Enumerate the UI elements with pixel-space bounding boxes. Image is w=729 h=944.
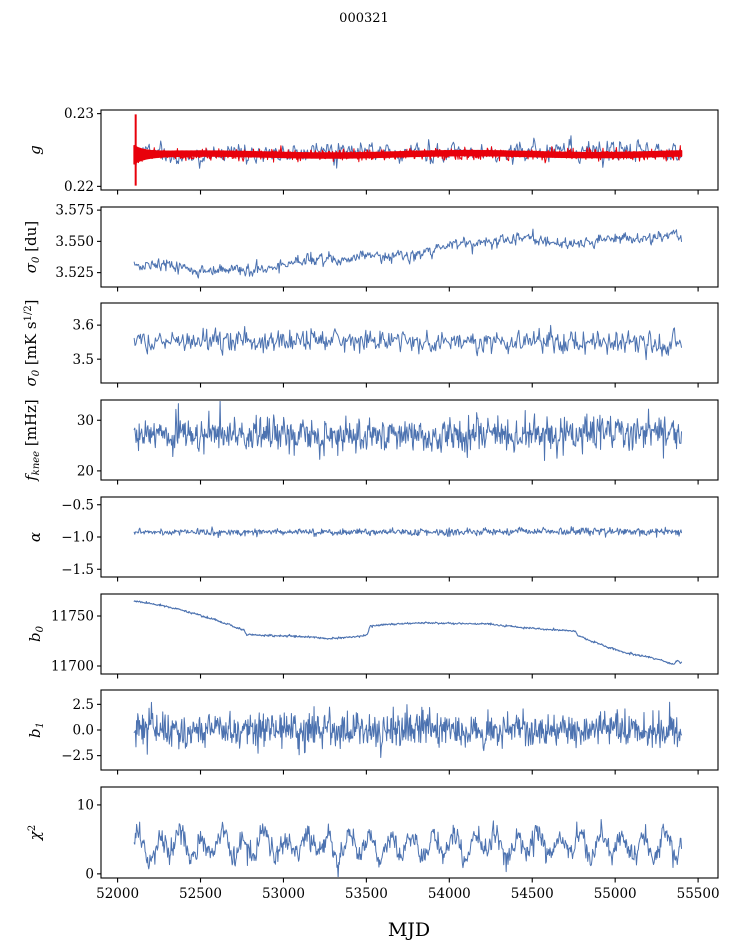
- panel-8-y-axis-label: χ2: [26, 825, 44, 841]
- panel-group: 0.22 0.23 g 3.525 3.550 3.575 σ0 [du] 3.5 3.6 σ0 …: [22, 106, 720, 902]
- trace-b0: [133, 600, 683, 665]
- panel-1-ytick-label: 0.22: [64, 179, 94, 195]
- panel-4-ytick-label: 30: [77, 413, 94, 429]
- panel-5-ytick-label: −1.0: [61, 530, 94, 546]
- trace-b1: [133, 701, 683, 758]
- x-tick-label: 52000: [96, 886, 139, 902]
- figure-title: 000321: [339, 11, 389, 26]
- panel-5-y-axis-label: α: [26, 532, 44, 542]
- panel-3-ytick-label: 3.5: [73, 352, 94, 368]
- panel-5-ytick-label: −1.5: [61, 562, 94, 578]
- panel-5: −0.5 −1.0 −1.5 α: [26, 496, 719, 582]
- panel-2-ytick-label: 3.550: [55, 234, 94, 250]
- panel-3-ytick-label: 3.6: [73, 318, 94, 334]
- x-tick-label: 52500: [179, 886, 222, 902]
- panel-1-ytick-label: 0.23: [64, 106, 94, 122]
- panel-8: 0 10 52000 52500 53000 53500 54000 54500 55000 55…: [26, 786, 720, 902]
- panel-4-y-axis-label: fknee [mHz]: [22, 399, 42, 482]
- panel-2: 3.525 3.550 3.575 σ0 [du]: [22, 203, 719, 292]
- trace-sigma0-du: [133, 228, 683, 279]
- panel-2-y-axis-label: σ0 [du]: [22, 221, 42, 273]
- panel-6-y-axis-label: b0: [26, 625, 46, 642]
- panel-8-ytick-label: 0: [85, 866, 94, 882]
- panel-3: 3.5 3.6 σ0 [mK s1/2]: [22, 299, 719, 388]
- x-axis-label: MJD: [388, 919, 430, 941]
- panel-2-ytick-label: 3.525: [55, 265, 94, 281]
- x-tick-label: 55000: [594, 886, 637, 902]
- panel-1-frame: [100, 109, 719, 191]
- panel-4: 20 30 fknee [mHz]: [22, 399, 719, 485]
- trace-g-red-band: [133, 144, 683, 165]
- panel-5-ytick-label: −0.5: [61, 497, 94, 513]
- panel-2-ytick-label: 3.575: [55, 203, 94, 219]
- panel-7-ytick-label: −2.5: [61, 748, 94, 764]
- panel-7-y-axis-label: b1: [26, 722, 46, 738]
- panel-8-frame: [100, 786, 719, 879]
- panel-7-ytick-label: 2.5: [73, 697, 94, 713]
- panel-6-frame: [100, 593, 719, 675]
- panel-3-frame: [100, 302, 719, 384]
- panel-4-frame: [100, 399, 719, 481]
- panel-7: 2.5 0.0 −2.5 b1: [26, 689, 719, 775]
- panel-6-ytick-label: 11700: [51, 659, 94, 675]
- panel-8-ytick-label: 10: [77, 798, 94, 814]
- x-tick-label: 53500: [345, 886, 388, 902]
- panel-1-y-axis-label: g: [26, 145, 44, 155]
- trace-sigma0-mk: [133, 324, 683, 361]
- trace-fknee: [133, 401, 683, 461]
- panel-4-ytick-label: 20: [77, 463, 94, 479]
- trace-alpha: [133, 526, 683, 539]
- panel-7-ytick-label: 0.0: [73, 723, 94, 739]
- x-tick-label: 55500: [677, 886, 720, 902]
- x-tick-label: 53000: [262, 886, 305, 902]
- panel-6: 11700 11750 b0: [26, 593, 719, 679]
- panel-6-ytick-label: 11750: [51, 609, 94, 625]
- panel-1: 0.22 0.23 g: [26, 106, 719, 195]
- x-tick-label: 54000: [428, 886, 471, 902]
- x-tick-label: 54500: [511, 886, 554, 902]
- trace-chi2: [133, 819, 683, 877]
- panel-3-y-axis-label: σ0 [mK s1/2]: [22, 299, 42, 386]
- panel-2-frame: [100, 206, 719, 288]
